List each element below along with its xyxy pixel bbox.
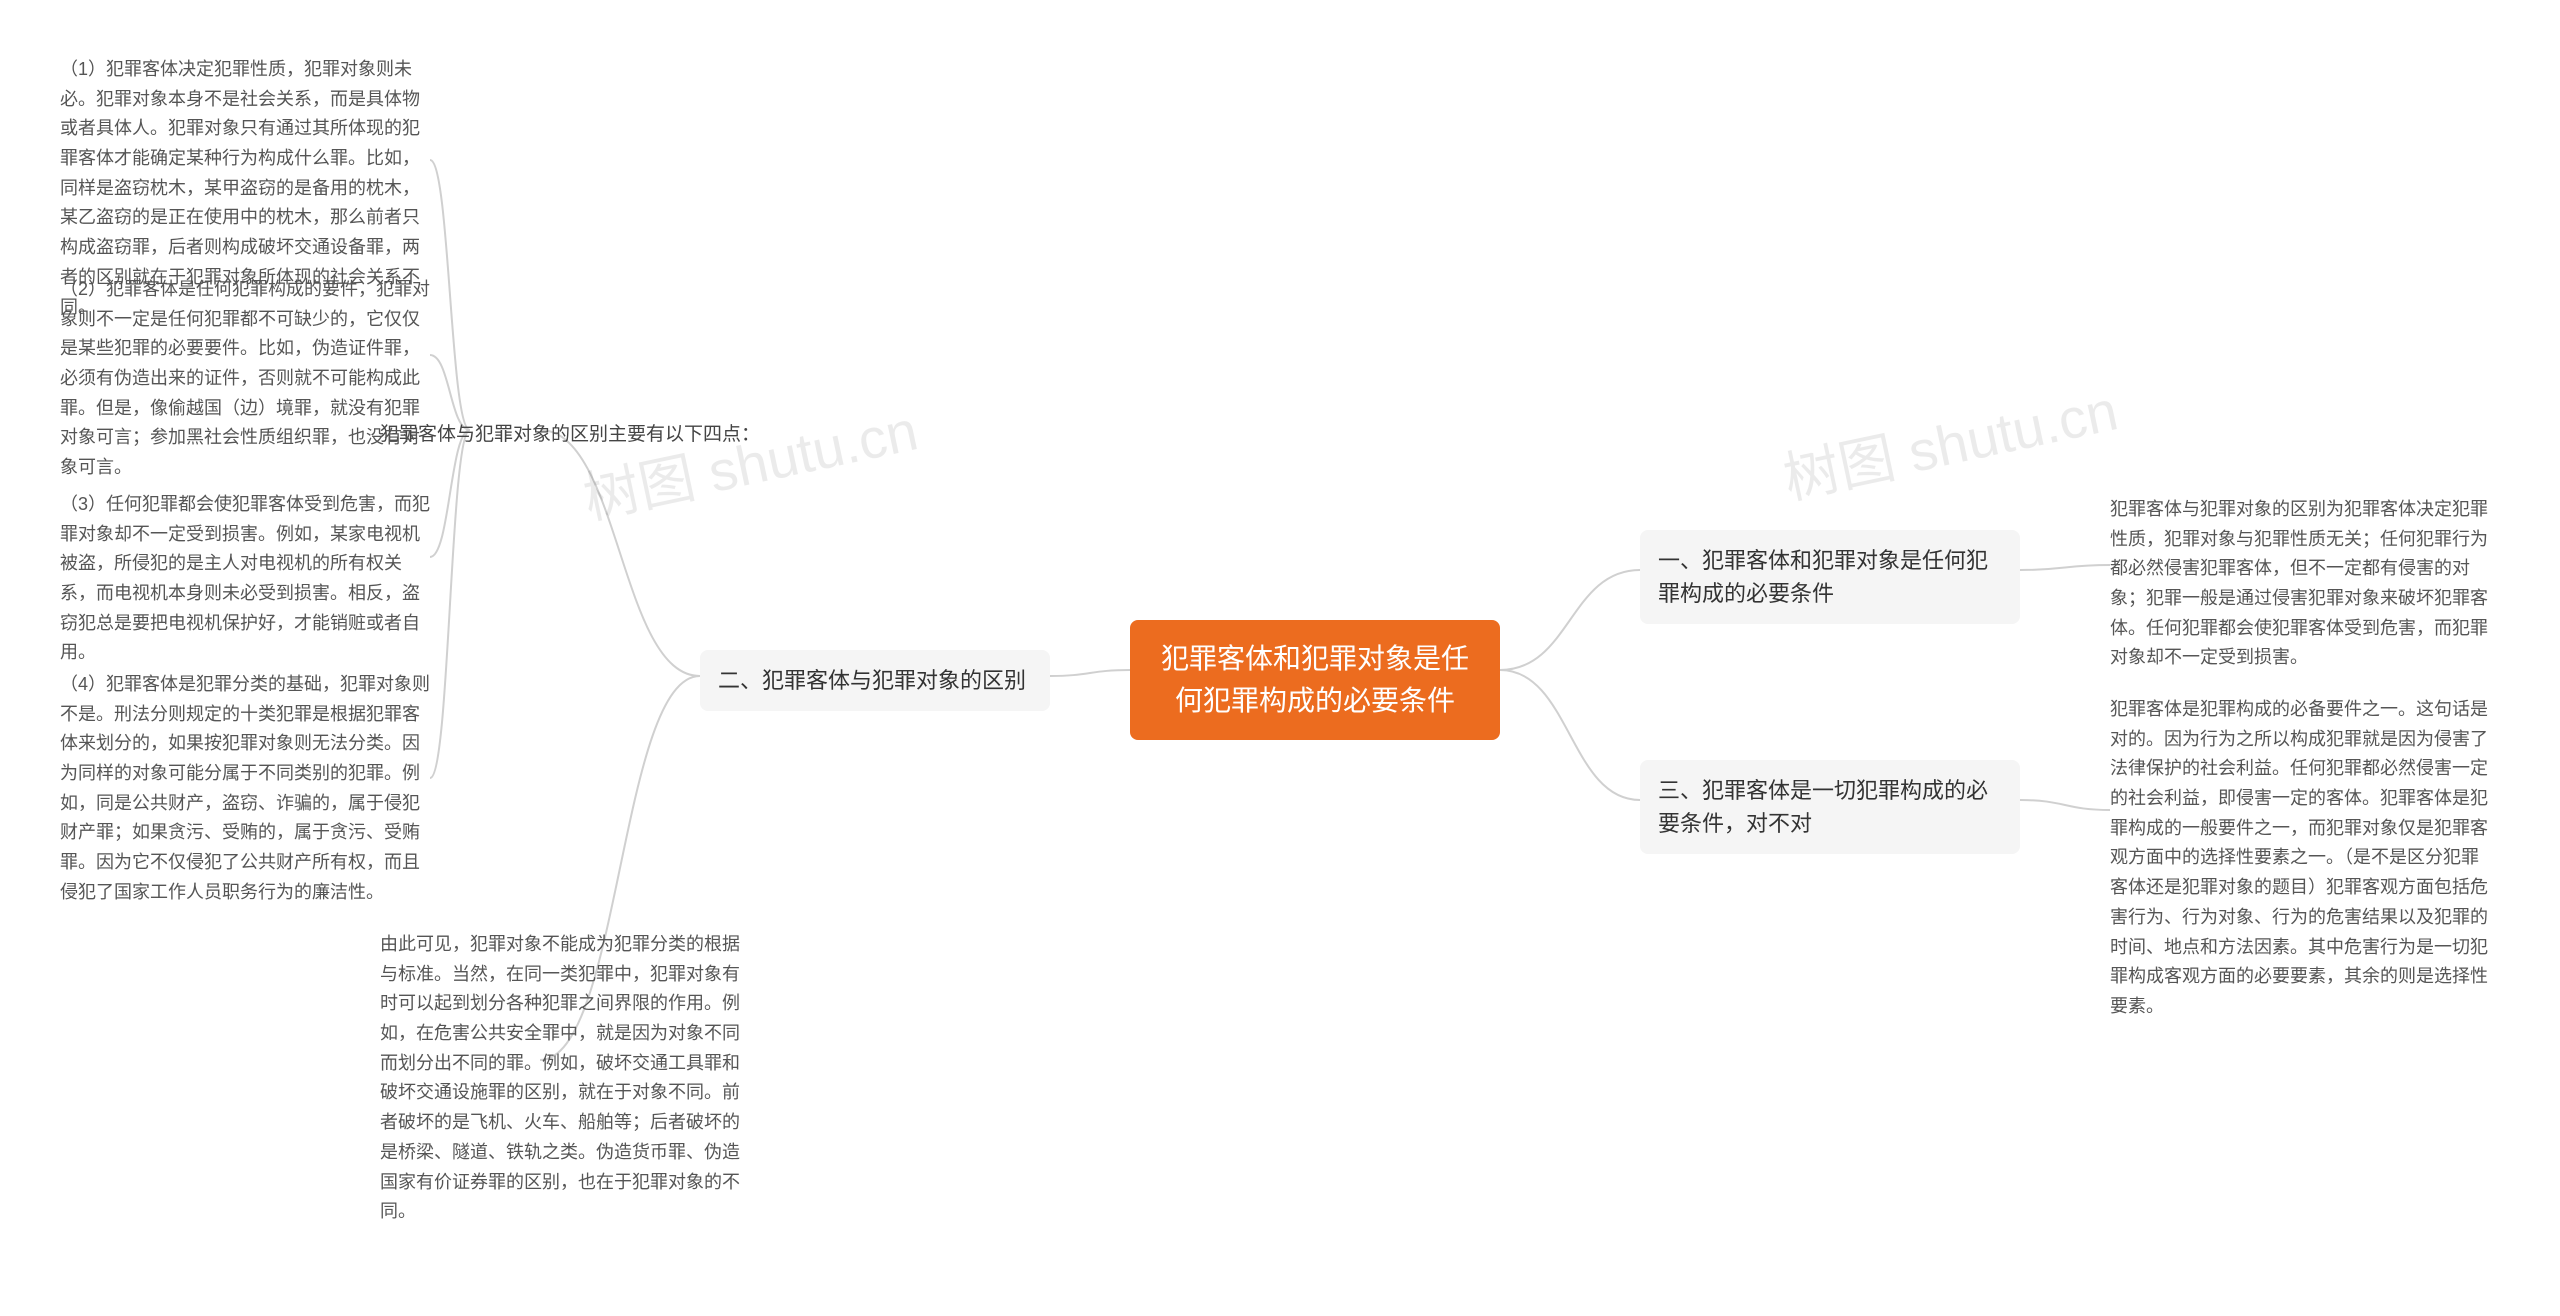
watermark-2: 树图 shutu.cn xyxy=(1775,366,2124,516)
sub-l1: 犯罪客体与犯罪对象的区别主要有以下四点： xyxy=(380,420,800,450)
branch-r2[interactable]: 三、犯罪客体是一切犯罪构成的必 要条件，对不对 xyxy=(1640,760,2020,854)
center-line2: 何犯罪构成的必要条件 xyxy=(1175,685,1455,716)
watermark-1: 树图 shutu.cn xyxy=(575,386,924,536)
branch-r1-line1: 一、犯罪客体和犯罪对象是任何犯 xyxy=(1658,548,1988,573)
branch-l1[interactable]: 二、犯罪客体与犯罪对象的区别 xyxy=(700,650,1050,711)
branch-r1-line2: 罪构成的必要条件 xyxy=(1658,581,1834,606)
leaf-l1-5: 由此可见，犯罪对象不能成为犯罪分类的根据与标准。当然，在同一类犯罪中，犯罪对象有… xyxy=(380,930,750,1227)
center-line1: 犯罪客体和犯罪对象是任 xyxy=(1161,643,1469,674)
leaf-r2: 犯罪客体是犯罪构成的必备要件之一。这句话是对的。因为行为之所以构成犯罪就是因为侵… xyxy=(2110,695,2490,1022)
mindmap-center[interactable]: 犯罪客体和犯罪对象是任 何犯罪构成的必要条件 xyxy=(1130,620,1500,740)
branch-r2-line1: 三、犯罪客体是一切犯罪构成的必 xyxy=(1658,778,1988,803)
leaf-l1-4: （4）犯罪客体是犯罪分类的基础，犯罪对象则不是。刑法分则规定的十类犯罪是根据犯罪… xyxy=(60,670,430,908)
leaf-r1: 犯罪客体与犯罪对象的区别为犯罪客体决定犯罪性质，犯罪对象与犯罪性质无关；任何犯罪… xyxy=(2110,495,2490,673)
leaf-l1-2: （2）犯罪客体是任何犯罪构成的要件，犯罪对象则不一定是任何犯罪都不可缺少的，它仅… xyxy=(60,275,430,483)
leaf-l1-3: （3）任何犯罪都会使犯罪客体受到危害，而犯罪对象却不一定受到损害。例如，某家电视… xyxy=(60,490,430,668)
branch-r2-line2: 要条件，对不对 xyxy=(1658,811,1812,836)
branch-r1[interactable]: 一、犯罪客体和犯罪对象是任何犯 罪构成的必要条件 xyxy=(1640,530,2020,624)
